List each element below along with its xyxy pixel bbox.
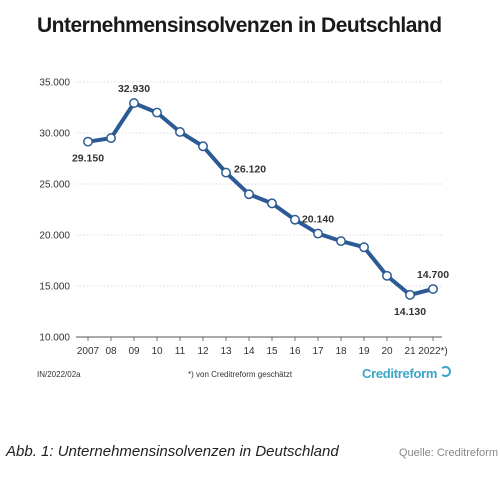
data-point [382,270,392,281]
y-tick-label: 10.000 [39,333,70,344]
data-labels: 29.150 32.930 26.120 20.140 14.130 14.700 [72,83,449,318]
x-tick-label: 18 [335,346,347,357]
y-tick-label: 30.000 [39,129,70,140]
x-tick-label: 17 [312,346,324,357]
data-point [106,133,116,144]
x-axis: 2007 08 09 10 11 12 13 14 15 16 17 18 19 20 21 2022*) [77,337,448,357]
data-label: 32.930 [118,83,150,95]
grid-lines [76,81,442,338]
x-tick-label: 2022*) [418,346,447,357]
chart-title: Unternehmensinsolvenzen in Deutschland [37,14,442,37]
x-tick-label: 19 [358,346,370,357]
data-point [405,289,415,300]
logo-text: Creditreform [362,366,438,381]
estimate-footnote: *) von Creditreform geschätzt [188,370,293,379]
data-point [198,141,208,152]
series-insolvenzen [83,98,438,300]
data-point [359,242,369,253]
data-point [267,198,277,209]
x-tick-label: 08 [105,346,117,357]
x-tick-label: 15 [266,346,278,357]
x-tick-label: 11 [175,346,186,357]
data-label: 14.130 [394,306,426,318]
data-label: 26.120 [234,164,266,176]
data-label: 29.150 [72,153,104,165]
x-tick-label: 14 [243,346,255,357]
chart-id-note: IN/2022/02a [37,370,81,379]
data-point [244,189,254,200]
x-tick-label: 13 [220,346,232,357]
y-tick-label: 20.000 [39,231,70,242]
series-line [86,101,435,297]
y-tick-label: 15.000 [39,282,70,293]
x-tick-label: 2007 [77,346,100,357]
x-tick-label: 10 [151,346,163,357]
data-point [336,236,346,247]
x-tick-label: 09 [128,346,140,357]
data-point [428,284,438,295]
x-tick-label: 21 [404,346,416,357]
data-point [175,127,185,137]
x-tick-label: 12 [197,346,209,357]
y-tick-label: 25.000 [39,180,70,191]
logo-mark-icon [440,366,452,377]
x-tick-label: 16 [289,346,301,357]
figure-caption: Abb. 1: Unternehmensinsolvenzen in Deuts… [6,443,339,460]
data-point [290,214,300,225]
data-point [129,98,139,109]
y-axis: 10.000 15.000 20.000 25.000 30.000 35.000 [39,78,70,344]
creditreform-logo: Creditreform [362,366,452,381]
data-point [313,228,323,239]
x-tick-label: 20 [381,346,393,357]
data-point [152,107,162,118]
data-label: 14.700 [417,269,449,281]
data-point [221,167,231,178]
data-point [83,136,93,147]
y-tick-label: 35.000 [39,78,70,89]
data-label: 20.140 [302,214,334,226]
source-note: Quelle: Creditreform [398,447,498,459]
